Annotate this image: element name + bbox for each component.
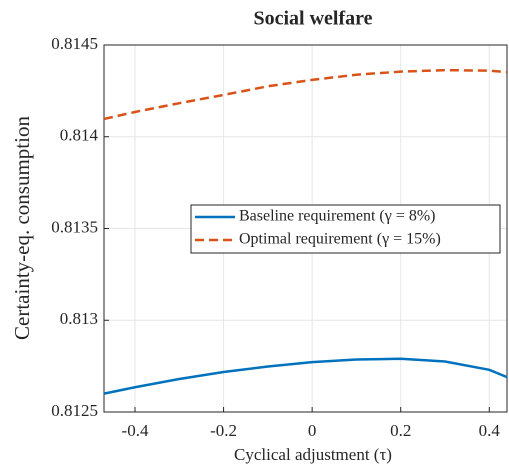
y-axis-label: Certainty-eq. consumption	[10, 116, 34, 340]
legend-label: Optimal requirement (γ = 15%)	[239, 231, 441, 248]
x-tick-label: 0	[308, 421, 317, 440]
y-tick-label: 0.8135	[51, 217, 98, 236]
series-line	[103, 357, 508, 395]
plot-frame	[103, 44, 508, 413]
y-tick-label: 0.813	[60, 309, 98, 328]
y-tick-label: 0.814	[60, 126, 99, 145]
legend-label: Baseline requirement (γ = 8%)	[239, 208, 435, 225]
x-tick-label: 0.2	[390, 421, 411, 440]
legend-box	[190, 204, 501, 254]
x-axis-label: Cyclical adjustment (τ)	[234, 445, 392, 464]
chart-title: Social welfare	[253, 8, 372, 30]
x-tick-label: -0.2	[210, 421, 237, 440]
y-tick-label: 0.8145	[51, 34, 98, 53]
series-line	[103, 68, 508, 121]
x-tick-label: 0.4	[479, 421, 501, 440]
y-tick-label: 0.8125	[51, 401, 98, 420]
x-tick-label: -0.4	[122, 421, 149, 440]
